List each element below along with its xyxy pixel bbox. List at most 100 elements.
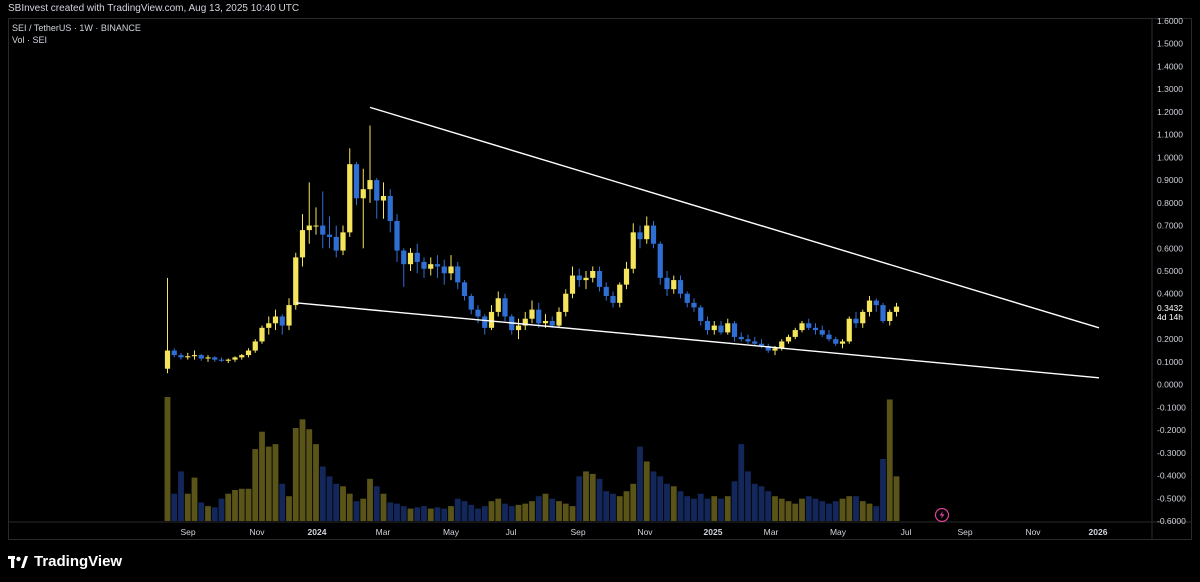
price-tick-label: 1.0000: [1157, 152, 1183, 162]
candle: [191, 350, 198, 360]
candle: [596, 266, 603, 292]
candle: [515, 318, 522, 340]
volume-bar: [859, 501, 866, 521]
candle: [630, 223, 636, 274]
time-tick-label: Sep: [570, 527, 585, 537]
volume-bar: [650, 471, 657, 521]
candle: [799, 321, 805, 333]
candle: [178, 352, 184, 360]
volume-bar: [400, 506, 407, 521]
candle: [218, 357, 225, 362]
lightning-icon[interactable]: [934, 507, 950, 523]
candle: [623, 261, 630, 290]
candle: [644, 216, 650, 244]
candle: [509, 314, 515, 335]
volume-bar: [502, 503, 508, 521]
price-tick-label: 0.8000: [1157, 198, 1183, 208]
volume-bar: [164, 397, 171, 521]
candle: [185, 352, 191, 360]
volume-bar: [225, 493, 232, 521]
volume-bar: [745, 471, 751, 521]
volume-bar: [731, 481, 738, 521]
volume-bar: [407, 508, 414, 521]
volume-bar: [819, 501, 826, 521]
candle: [198, 353, 204, 361]
price-tick-label: -0.5000: [1157, 493, 1186, 503]
candle: [556, 307, 562, 328]
price-tick-label: -0.6000: [1157, 516, 1186, 526]
volume-bar: [542, 493, 549, 521]
volume-bar: [677, 491, 684, 521]
candle: [563, 289, 569, 317]
footer: [0, 543, 1200, 582]
volume-bar: [799, 498, 805, 521]
volume-bar: [454, 498, 461, 521]
candle: [407, 248, 414, 271]
candle: [583, 271, 589, 290]
candle: [738, 332, 744, 342]
volume-bar: [583, 471, 589, 521]
volume-bar: [238, 488, 245, 521]
volume-bar: [313, 444, 319, 521]
candle: [266, 316, 272, 335]
last-price-label: 0.3432: [1157, 303, 1183, 313]
candle: [245, 348, 252, 358]
volume-bar: [758, 486, 765, 521]
volume-bar: [569, 506, 576, 521]
candle: [495, 291, 501, 317]
candle: [873, 298, 879, 312]
candle: [792, 327, 798, 340]
trendlines[interactable]: [295, 106, 1100, 379]
candle: [468, 293, 474, 315]
countdown-label: 4d 14h: [1157, 312, 1183, 322]
time-tick-label: Sep: [180, 527, 195, 537]
last-price-marker: 0.3432 4d 14h: [1157, 303, 1183, 322]
candle: [650, 221, 657, 249]
volume-bar: [664, 483, 670, 521]
candle: [833, 336, 839, 346]
volume-bar: [785, 501, 792, 521]
volume-bar: [610, 493, 616, 521]
price-axis[interactable]: 1.6000 1.5000 1.4000 1.3000 1.2000 1.1000 1.00…: [1157, 16, 1186, 526]
candle: [887, 309, 893, 326]
trendline-upper[interactable]: [369, 106, 1100, 329]
time-tick-label: 2024: [308, 527, 327, 537]
volume-bar: [495, 498, 502, 521]
trendline-lower[interactable]: [295, 302, 1100, 379]
price-tick-label: 0.2000: [1157, 334, 1183, 344]
price-tick-label: 0.4000: [1157, 289, 1183, 299]
candle: [353, 161, 360, 206]
candle: [333, 225, 339, 258]
time-tick-label: Jul: [506, 527, 517, 537]
candle: [164, 277, 171, 374]
candle: [725, 318, 731, 335]
candle: [434, 255, 441, 278]
volume-bar: [184, 493, 191, 521]
candle: [893, 302, 900, 317]
candle: [461, 280, 468, 301]
time-tick-label: Jul: [901, 527, 912, 537]
time-axis[interactable]: Sep Nov 2024 Mar May Jul Sep Nov 2025 Mar May Jul Se…: [180, 527, 1107, 537]
volume-bar: [232, 490, 238, 521]
candle: [272, 309, 279, 331]
price-tick-label: -0.4000: [1157, 471, 1186, 481]
time-tick-label: Sep: [957, 527, 972, 537]
volume-bar: [319, 466, 326, 521]
symbol-line: SEI / TetherUS · 1W · BINANCE: [12, 23, 141, 33]
price-tick-label: 0.7000: [1157, 221, 1183, 231]
volume-bar: [292, 428, 299, 521]
candle: [826, 330, 832, 342]
time-tick-label: May: [443, 527, 460, 537]
time-tick-label: 2025: [704, 527, 723, 537]
volume-bar: [529, 501, 535, 521]
price-tick-label: 1.3000: [1157, 84, 1183, 94]
volume-bar: [873, 506, 880, 521]
price-tick-label: 1.2000: [1157, 107, 1183, 117]
tradingview-logo[interactable]: TradingView: [8, 553, 122, 570]
volume-bar: [630, 483, 637, 521]
volume-bar: [643, 461, 650, 521]
candle: [401, 248, 407, 287]
volume-bar: [346, 493, 353, 521]
candle: [313, 207, 319, 235]
